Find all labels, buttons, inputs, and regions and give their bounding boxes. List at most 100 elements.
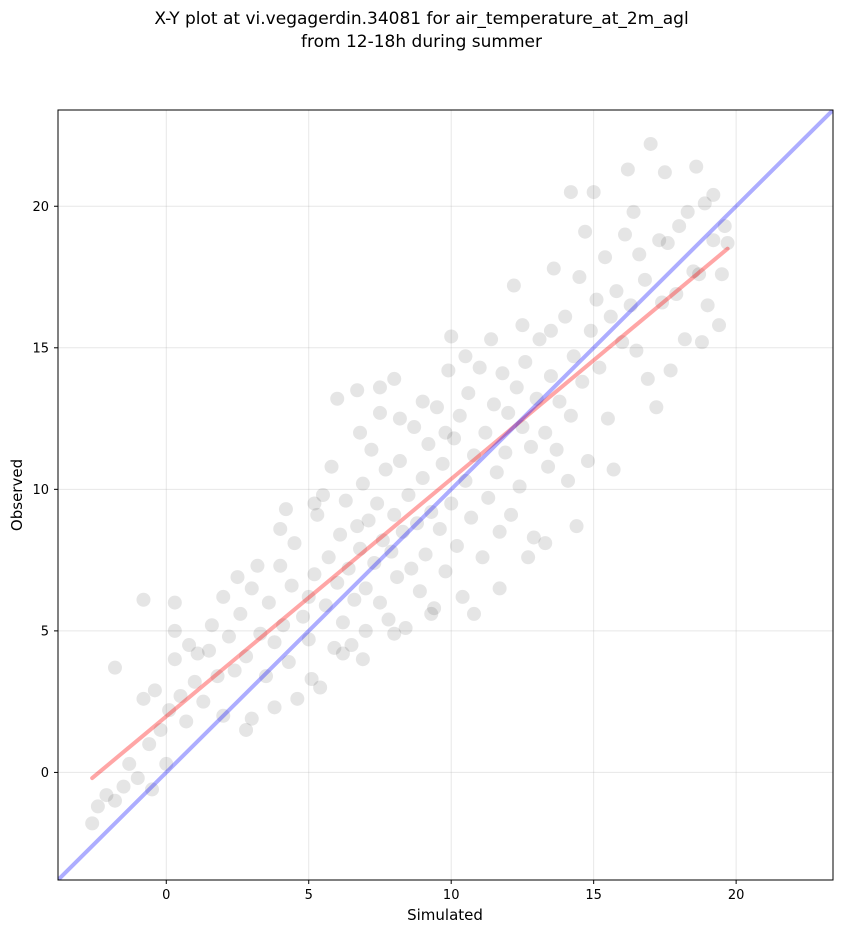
data-point bbox=[464, 510, 479, 525]
data-point bbox=[387, 626, 402, 641]
data-point bbox=[506, 278, 521, 293]
data-point bbox=[278, 502, 293, 517]
data-point bbox=[481, 490, 496, 505]
data-point bbox=[444, 496, 459, 511]
data-point bbox=[273, 558, 288, 573]
data-point bbox=[412, 584, 427, 599]
data-point bbox=[623, 298, 638, 313]
data-point bbox=[301, 632, 316, 647]
x-tick-label: 15 bbox=[585, 888, 602, 903]
chart-title: X-Y plot at vi.vegagerdin.34081 for air_… bbox=[154, 9, 689, 29]
data-point bbox=[239, 649, 254, 664]
data-point bbox=[216, 589, 231, 604]
data-point bbox=[694, 335, 709, 350]
data-point bbox=[250, 558, 265, 573]
data-point bbox=[182, 638, 197, 653]
data-point bbox=[563, 185, 578, 200]
data-point bbox=[335, 615, 350, 630]
data-point bbox=[418, 547, 433, 562]
data-point bbox=[714, 267, 729, 282]
data-point bbox=[415, 394, 430, 409]
data-point bbox=[717, 219, 732, 234]
data-point bbox=[216, 708, 231, 723]
data-point bbox=[663, 363, 678, 378]
data-point bbox=[367, 555, 382, 570]
data-point bbox=[543, 369, 558, 384]
data-point bbox=[315, 488, 330, 502]
x-tick-label: 10 bbox=[443, 888, 460, 903]
data-point bbox=[637, 272, 652, 287]
data-point bbox=[347, 592, 362, 607]
data-point bbox=[372, 380, 387, 395]
data-point bbox=[427, 601, 442, 616]
regression-line bbox=[90, 246, 730, 781]
data-point bbox=[458, 349, 473, 364]
data-point bbox=[598, 250, 613, 265]
data-point bbox=[239, 722, 254, 737]
data-point bbox=[321, 550, 336, 565]
data-point bbox=[159, 756, 174, 771]
data-point bbox=[489, 465, 504, 480]
data-point bbox=[244, 711, 259, 726]
data-point bbox=[518, 354, 533, 369]
data-point bbox=[261, 595, 276, 610]
data-point bbox=[267, 700, 282, 715]
data-point bbox=[632, 247, 647, 262]
data-point bbox=[466, 448, 481, 463]
data-point bbox=[538, 425, 553, 440]
data-point bbox=[452, 408, 467, 423]
data-point bbox=[267, 635, 282, 650]
data-point bbox=[230, 570, 245, 585]
data-point bbox=[310, 507, 325, 522]
data-point bbox=[90, 799, 105, 814]
data-point bbox=[99, 788, 114, 803]
data-point bbox=[390, 570, 405, 585]
chart-subtitle: from 12-18h during summer bbox=[301, 32, 542, 52]
data-point bbox=[686, 264, 701, 279]
data-point bbox=[435, 456, 450, 471]
data-point bbox=[187, 674, 202, 689]
data-point bbox=[720, 236, 735, 251]
data-point bbox=[244, 581, 259, 596]
data-point bbox=[475, 550, 490, 565]
data-point bbox=[327, 640, 342, 655]
data-point bbox=[677, 332, 692, 347]
data-point bbox=[447, 431, 462, 446]
data-point bbox=[501, 405, 516, 420]
data-point bbox=[478, 425, 493, 440]
data-point bbox=[173, 688, 188, 703]
data-point bbox=[398, 621, 413, 636]
data-point bbox=[167, 595, 182, 610]
data-point bbox=[147, 683, 162, 698]
grid bbox=[58, 110, 833, 880]
data-point bbox=[372, 405, 387, 420]
data-point bbox=[387, 371, 402, 386]
data-point bbox=[258, 669, 273, 684]
data-point bbox=[592, 360, 607, 375]
y-tick-label: 20 bbox=[32, 200, 49, 215]
data-point bbox=[281, 655, 296, 670]
data-point bbox=[618, 227, 633, 242]
data-point bbox=[438, 425, 453, 440]
data-point bbox=[421, 437, 436, 452]
data-point bbox=[355, 652, 370, 667]
data-point bbox=[330, 575, 345, 590]
data-point bbox=[384, 544, 399, 559]
data-point bbox=[404, 561, 419, 576]
data-point bbox=[532, 332, 547, 347]
data-point bbox=[629, 343, 644, 358]
data-point bbox=[136, 691, 151, 706]
data-point bbox=[589, 292, 604, 307]
data-point bbox=[486, 397, 501, 412]
data-point bbox=[410, 516, 425, 531]
data-point bbox=[107, 793, 122, 808]
data-point bbox=[712, 318, 727, 333]
data-point bbox=[335, 646, 350, 661]
data-point bbox=[609, 284, 624, 299]
data-point bbox=[561, 473, 576, 488]
data-point bbox=[153, 722, 168, 737]
data-point bbox=[202, 643, 217, 658]
data-point bbox=[145, 782, 160, 797]
data-point bbox=[603, 309, 618, 324]
data-point bbox=[680, 204, 695, 219]
